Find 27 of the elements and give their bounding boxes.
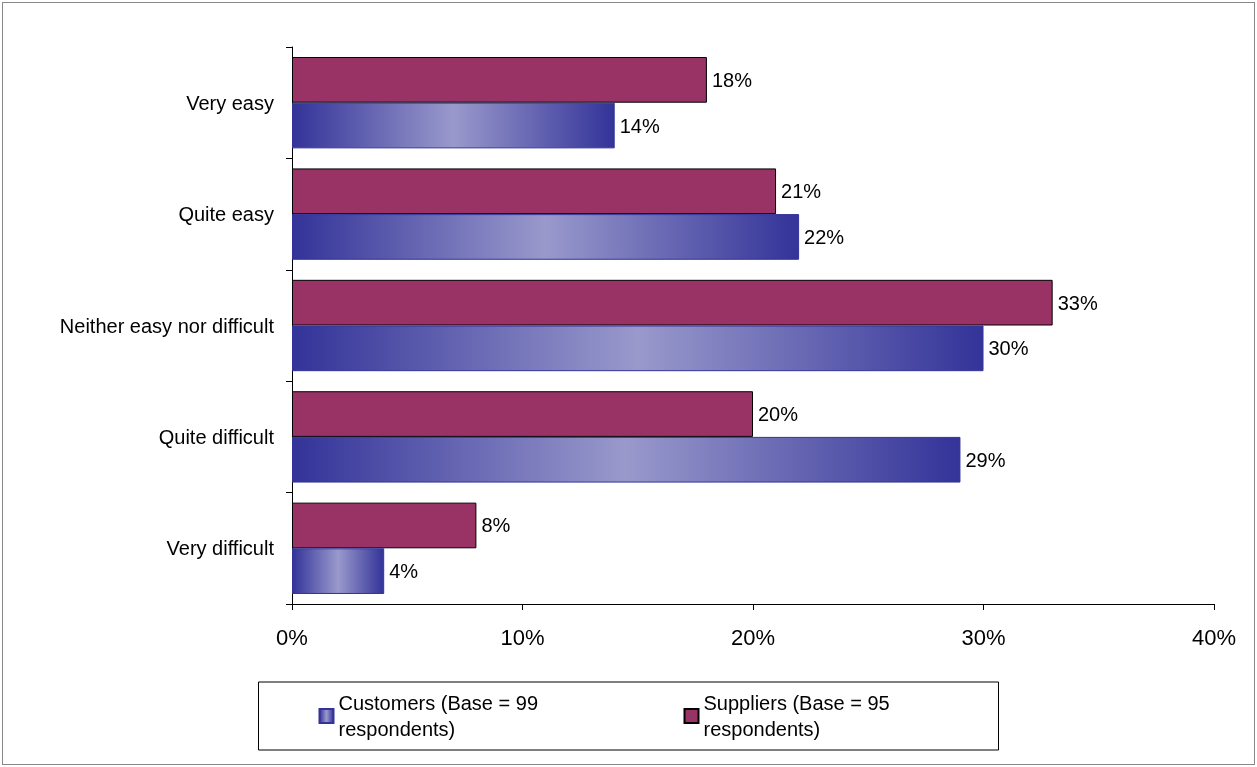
data-label: 29% <box>965 448 1006 471</box>
data-label: 14% <box>619 114 660 137</box>
data-label: 22% <box>804 225 845 248</box>
data-label: 4% <box>389 560 419 583</box>
data-label: 18% <box>711 68 753 91</box>
bar <box>292 102 615 149</box>
x-tick-label: 30% <box>961 624 1006 650</box>
x-tick-label: 40% <box>1191 624 1237 650</box>
x-tick-label: 10% <box>500 624 545 650</box>
data-label: 21% <box>781 180 822 203</box>
bar <box>292 325 984 372</box>
legend-label: Customers (Base = 99 respondents) <box>338 692 544 740</box>
y-tick-label: Quite difficult <box>158 425 275 448</box>
data-label: 8% <box>481 514 511 537</box>
y-tick-label: Very difficult <box>166 537 275 560</box>
data-label: 33% <box>1057 291 1098 314</box>
y-tick-label: Neither easy nor difficult <box>59 314 275 337</box>
data-label: 20% <box>758 403 799 426</box>
y-tick-label: Quite easy <box>178 203 274 226</box>
x-tick-label: 0% <box>276 624 308 650</box>
data-label: 30% <box>988 337 1029 360</box>
y-tick-label: Very easy <box>186 91 274 114</box>
bar <box>292 436 961 483</box>
bar <box>292 214 800 260</box>
x-tick-label: 20% <box>730 624 776 650</box>
bar <box>292 548 385 594</box>
legend-label: Suppliers (Base = 95 respondents) <box>703 692 896 740</box>
